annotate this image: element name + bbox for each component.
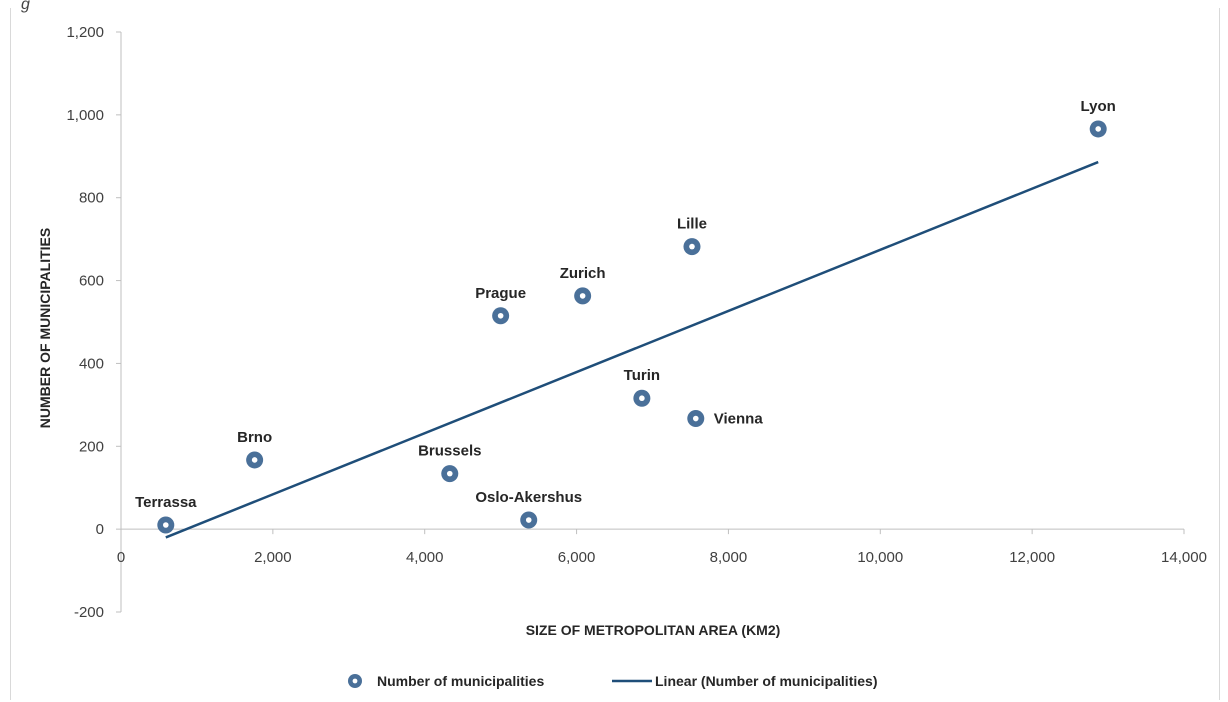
- trendline: [165, 160, 1099, 539]
- y-tick-label: 800: [79, 190, 104, 207]
- data-point: [492, 307, 510, 325]
- data-label: Lyon: [1081, 98, 1116, 115]
- y-tick-label: 0: [96, 521, 104, 538]
- y-tick-labels: -200 0 200 400 600 800 1,000 1,200: [66, 24, 104, 621]
- y-tick-label: 400: [79, 355, 104, 372]
- trendline-group: [165, 160, 1099, 539]
- y-tick-label: 600: [79, 273, 104, 290]
- x-tick-label: 12,000: [1009, 549, 1055, 566]
- data-point: [441, 465, 459, 483]
- legend-label-trendline: Linear (Number of municipalities): [655, 673, 877, 689]
- point-labels: Terrassa Brno Brussels Oslo-Akershus Prague Z…: [135, 98, 1116, 511]
- data-point-center: [579, 293, 586, 299]
- legend: Number of municipalities Linear (Number …: [348, 673, 877, 689]
- data-point-center: [692, 415, 699, 422]
- x-tick-label: 8,000: [710, 549, 748, 566]
- data-point-center: [251, 457, 258, 463]
- x-axis-title: SIZE OF METROPOLITAN AREA (KM2): [526, 622, 781, 638]
- y-tick-label: 1,000: [66, 107, 104, 124]
- data-label: Brno: [237, 429, 272, 446]
- data-point: [1089, 120, 1107, 138]
- data-label: Turin: [624, 367, 660, 384]
- data-label: Oslo-Akershus: [475, 489, 582, 506]
- data-label: Lille: [677, 216, 707, 233]
- top-caption-clipped: g: [21, 0, 30, 13]
- y-tick-label: 200: [79, 438, 104, 455]
- data-point-center: [162, 522, 169, 528]
- x-tick-label: 6,000: [558, 549, 596, 566]
- data-point: [574, 287, 592, 305]
- x-tick-label: 14,000: [1161, 549, 1207, 566]
- data-point-center: [689, 243, 695, 250]
- data-point: [246, 451, 264, 469]
- y-tick-label: -200: [74, 604, 104, 621]
- data-point: [633, 389, 651, 407]
- legend-marker-points: [348, 674, 362, 688]
- data-point-center: [639, 395, 645, 402]
- data-point: [687, 410, 705, 428]
- y-tick-label: 1,200: [66, 24, 104, 41]
- data-point: [683, 238, 701, 256]
- data-point-center: [497, 312, 504, 319]
- data-label: Terrassa: [135, 494, 197, 511]
- x-tick-label: 2,000: [254, 549, 292, 566]
- data-point-center: [446, 470, 453, 477]
- x-tick-label: 0: [117, 549, 125, 566]
- data-label: Zurich: [560, 265, 606, 282]
- axes: [116, 31, 1185, 613]
- data-points: [157, 120, 1107, 534]
- data-point: [520, 511, 538, 529]
- y-axis-title: NUMBER OF MUNICIPALITIES: [37, 228, 53, 428]
- data-point: [157, 516, 175, 534]
- x-tick-labels: 0 2,000 4,000 6,000 8,000 10,000 12,000 14,000: [117, 549, 1207, 566]
- data-label: Prague: [475, 285, 526, 302]
- data-label: Brussels: [418, 443, 481, 460]
- x-tick-label: 4,000: [406, 549, 444, 566]
- legend-label-points: Number of municipalities: [377, 673, 544, 689]
- data-point-center: [525, 517, 532, 523]
- data-point-center: [1095, 126, 1102, 132]
- chart-frame: g: [10, 0, 1220, 700]
- data-label: Vienna: [714, 411, 764, 428]
- x-tick-label: 10,000: [857, 549, 903, 566]
